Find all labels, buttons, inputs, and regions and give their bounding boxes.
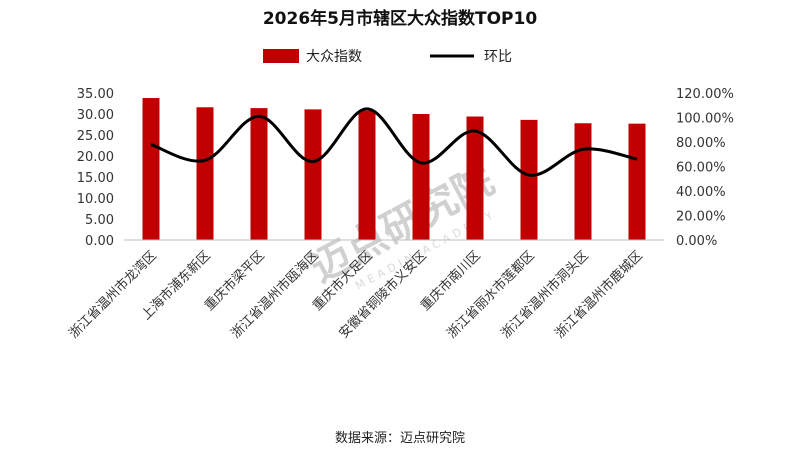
y-left-tick-label: 20.00 [77,150,114,165]
x-tick-label: 浙江省温州市洞头区 [498,248,592,342]
bar [304,109,322,240]
x-tick-label: 浙江省温州市龙湾区 [66,248,160,342]
legend: 大众指数 环比 [263,49,512,65]
bar [628,123,646,240]
y-right-tick-label: 0.00% [676,234,717,249]
bar [574,123,592,240]
y-right-tick-label: 120.00% [676,87,734,102]
bar [520,119,538,240]
y-left-tick-label: 35.00 [77,87,114,102]
x-axis-categories: 浙江省温州市龙湾区上海市浦东新区重庆市梁平区浙江省温州市瓯海区重庆市大足区安徽省… [66,248,646,342]
y-right-tick-label: 40.00% [676,185,726,200]
y-left-tick-label: 0.00 [85,234,114,249]
bar [466,116,484,240]
bar [412,114,430,240]
bar [358,110,376,240]
bar-series [142,98,646,241]
legend-swatch-bar [263,49,299,63]
y-right-tick-label: 60.00% [676,161,726,176]
x-tick-label: 浙江省温州市瓯海区 [228,248,322,342]
bar [196,107,214,240]
legend-label-bar: 大众指数 [306,49,362,65]
y-left-tick-label: 10.00 [77,192,114,207]
y-right-tick-label: 100.00% [676,112,734,127]
y-left-tick-label: 15.00 [77,171,114,186]
bar [250,108,268,241]
y-right-tick-label: 20.00% [676,210,726,225]
y-axis-left: 0.00 5.00 10.00 15.00 20.00 25.00 30.00 35.00 [77,87,114,249]
y-right-tick-label: 80.00% [676,136,726,151]
x-tick-label: 浙江省温州市鹿城区 [552,248,646,342]
line-series [150,107,638,177]
y-left-tick-label: 30.00 [77,108,114,123]
bar [142,98,160,240]
x-tick-label: 浙江省丽水市莲都区 [444,248,538,342]
legend-label-line: 环比 [484,49,512,65]
source-note: 数据来源：迈点研究院 [335,431,465,446]
y-left-tick-label: 5.00 [85,213,114,228]
chart-title: 2026年5月市辖区大众指数TOP10 [263,8,537,29]
y-left-tick-label: 25.00 [77,129,114,144]
y-axis-right: 0.00% 20.00% 40.00% 60.00% 80.00% 100.00% 120.… [676,87,734,249]
line-series-path [150,107,638,177]
